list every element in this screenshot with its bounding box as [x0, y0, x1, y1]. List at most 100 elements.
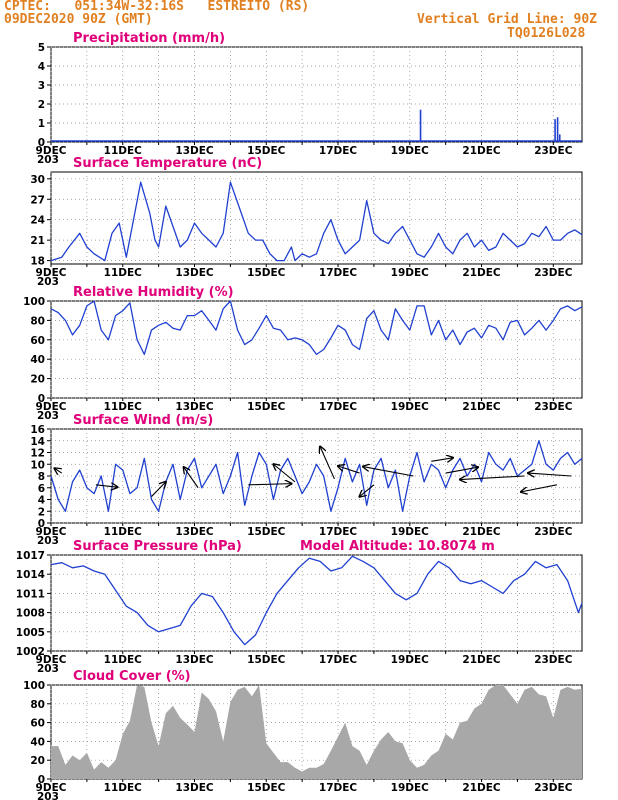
cloud-xtick-label: 9DEC: [36, 782, 67, 794]
temp-ytick-label: 21: [30, 235, 45, 247]
cloud-xtick-cut-label: 203: [37, 791, 59, 800]
precip-xtick-label: 15DEC: [247, 145, 286, 157]
wind-ytick-label: 2: [38, 506, 45, 518]
temp-series-line: [50, 181, 583, 262]
cloud-panel: 0 20 40 60 80 100 9DEC 11DEC 13DEC 15DEC 17DEC 19DE…: [23, 669, 583, 800]
temp-ytick-label: 30: [30, 174, 45, 186]
pressure-xtick-label: 21DEC: [462, 654, 501, 666]
precip-ytick-label: 1: [38, 118, 45, 130]
rh-xtick-label: 17DEC: [319, 401, 358, 413]
pressure-title: Surface Pressure (hPa): [73, 539, 242, 554]
pressure-ytick-label: 1014: [16, 569, 45, 581]
forecast-date: 09DEC2020 90Z (GMT): [4, 12, 153, 27]
pressure-xtick-label: 9DEC: [36, 654, 67, 666]
rh-xtick-label: 19DEC: [391, 401, 430, 413]
wind-ytick-label: 4: [38, 495, 45, 507]
cloud-xtick-label: 17DEC: [319, 782, 358, 794]
wind-ytick-label: 10: [30, 459, 45, 471]
wind-xtick-label: 21DEC: [462, 526, 501, 538]
pressure-ytick-label: 1017: [16, 550, 45, 562]
rh-xtick-label: 21DEC: [462, 401, 501, 413]
precip-bar: [554, 119, 556, 142]
wind-xtick-label: 9DEC: [36, 526, 67, 538]
wind-xtick-cut-label: 203: [37, 535, 59, 547]
pressure-xtick-label: 15DEC: [247, 654, 286, 666]
wind-wind-arrow: [184, 467, 199, 489]
wind-wind-arrow: [151, 482, 165, 497]
pressure-xtick-cut-label: 203: [37, 663, 59, 675]
pressure-ytick-label: 1011: [16, 588, 45, 600]
wind-ytick-label: 6: [38, 483, 45, 495]
wind-xtick-label: 23DEC: [534, 526, 573, 538]
temp-xtick-label: 21DEC: [462, 267, 501, 279]
precip-bar: [558, 134, 561, 142]
wind-xtick-label: 13DEC: [175, 526, 214, 538]
wind-series-line: [50, 440, 583, 512]
temp-xtick-label: 11DEC: [104, 267, 143, 279]
cloud-xtick-label: 23DEC: [534, 782, 573, 794]
wind-xtick-label: 11DEC: [104, 526, 143, 538]
cloud-xtick-label: 13DEC: [175, 782, 214, 794]
wind-wind-arrow: [338, 466, 360, 474]
wind-wind-arrow: [55, 468, 62, 473]
wind-wind-arrow: [248, 484, 291, 485]
wind-ytick-label: 12: [30, 448, 45, 460]
wind-wind-arrow: [363, 467, 414, 477]
precip-xtick-label: 13DEC: [175, 145, 214, 157]
precip-title: Precipitation (mm/h): [73, 31, 225, 46]
temp-xtick-label: 23DEC: [534, 267, 573, 279]
precip-ytick-label: 3: [38, 80, 45, 92]
temp-title: Surface Temperature (nC): [73, 156, 262, 171]
pressure-ytick-label: 1005: [16, 627, 45, 639]
wind-ytick-label: 14: [30, 436, 45, 448]
temp-ytick-label: 27: [30, 194, 45, 206]
temp-xtick-cut-label: 203: [37, 276, 59, 288]
wind-wind-arrow: [445, 467, 478, 474]
precip-xtick-label: 11DEC: [104, 145, 143, 157]
rh-title: Relative Humidity (%): [73, 285, 234, 300]
rh-ytick-label: 20: [30, 374, 45, 386]
grid-line-note: Vertical Grid Line: 90Z: [417, 12, 598, 27]
rh-ytick-label: 40: [30, 354, 45, 366]
temp-xtick-label: 13DEC: [175, 267, 214, 279]
pressure-xtick-label: 23DEC: [534, 654, 573, 666]
cloud-ytick-label: 0: [38, 774, 45, 786]
wind-wind-arrow: [460, 476, 525, 480]
wind-ytick-label: 8: [38, 471, 45, 483]
pressure-series-line: [50, 555, 583, 646]
temp-xtick-label: 17DEC: [319, 267, 358, 279]
wind-ytick-label: 0: [38, 518, 45, 530]
cloud-area: [51, 685, 582, 779]
precip-ytick-label: 0: [38, 137, 45, 149]
rh-ytick-label: 0: [38, 393, 45, 405]
precip-bar: [556, 117, 559, 142]
wind-xtick-label: 15DEC: [247, 526, 286, 538]
wind-wind-arrow: [320, 447, 335, 480]
temp-panel: 18 21 24 27 30 9DEC 11DEC 13DEC 15DEC 17DEC 19DEC 2…: [30, 156, 583, 288]
rh-ytick-label: 100: [23, 296, 45, 308]
precip-bar: [419, 109, 422, 142]
rh-xtick-label: 23DEC: [534, 401, 573, 413]
pressure-ytick-label: 1002: [16, 646, 45, 658]
rh-xtick-cut-label: 203: [37, 410, 59, 422]
precip-xtick-cut-label: 203: [37, 154, 59, 166]
wind-xtick-label: 19DEC: [391, 526, 430, 538]
pressure-xtick-label: 11DEC: [104, 654, 143, 666]
temp-xtick-label: 9DEC: [36, 267, 67, 279]
pressure-xtick-label: 17DEC: [319, 654, 358, 666]
precip-xtick-label: 17DEC: [319, 145, 358, 157]
rh-series-line: [50, 300, 583, 356]
cloud-ytick-label: 40: [30, 736, 45, 748]
wind-wind-arrow: [273, 464, 296, 483]
rh-panel: 0 20 40 60 80 100 9DEC 11DEC 13DEC 15DEC 17DEC 19DE…: [23, 285, 583, 422]
wind-ytick-label: 16: [30, 424, 45, 436]
pressure-frame: [50, 554, 583, 652]
wind-wind-arrow: [431, 458, 453, 462]
precip-frame: [50, 46, 583, 143]
precip-panel: 0 1 2 3 4 5 9DEC 11DEC 13DEC 15DEC 17DEC 19DEC 21DEC…: [36, 31, 583, 166]
wind-title: Surface Wind (m/s): [73, 413, 213, 428]
precip-xtick-label: 19DEC: [391, 145, 430, 157]
